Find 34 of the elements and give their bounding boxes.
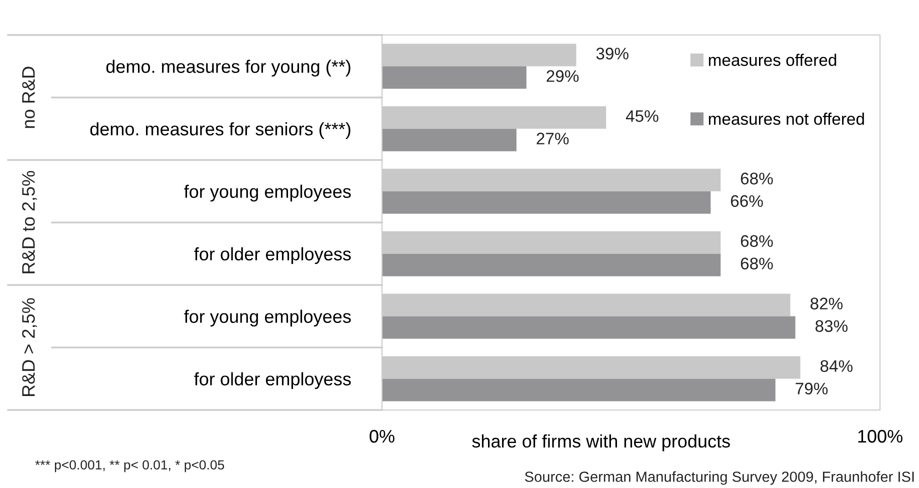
bar [382,128,516,152]
bar [382,254,721,276]
text: 79% [796,382,828,394]
text: 45% [626,110,658,122]
text: 66% [730,195,763,207]
text: 68% [740,258,773,270]
text: 68% [740,172,773,184]
y-tick-label: for young employees [184,310,351,327]
text: *** p<0.001, ** p< 0.01, * p<0.05 [35,460,224,472]
text: 82% [810,298,843,310]
y-tick-label: for young employees [184,184,351,202]
y-tick-label: for older employess [194,372,351,390]
y-tick-label: demo. measures for seniors (***) [90,122,350,140]
text: no R&D [22,66,35,128]
text: 68% [740,235,773,247]
bar [382,378,776,402]
y-tick-label: demo. measures for young (**) [106,60,350,77]
x-axis-title: share of firms with new products [472,434,730,452]
text: 84% [820,360,853,372]
x-tick-label: 100% [858,430,902,443]
y-tick-label: for older employess [194,247,351,264]
text: R&D to 2,5% [22,170,37,274]
legend-label: measures not offered [708,112,864,125]
x-tick-label: 0% [370,430,394,443]
text: 83% [816,320,848,332]
bar [382,66,526,89]
legend-label: measures offered [708,54,836,66]
text: 27% [536,132,569,144]
bar [382,316,796,339]
text: R&D > 2,5% [22,298,37,396]
text: 29% [546,70,579,82]
text: 39% [596,48,628,60]
bar [382,191,711,214]
source-note: Source: German Manufacturing Survey 2009, Fraunhofer ISI [524,471,914,485]
